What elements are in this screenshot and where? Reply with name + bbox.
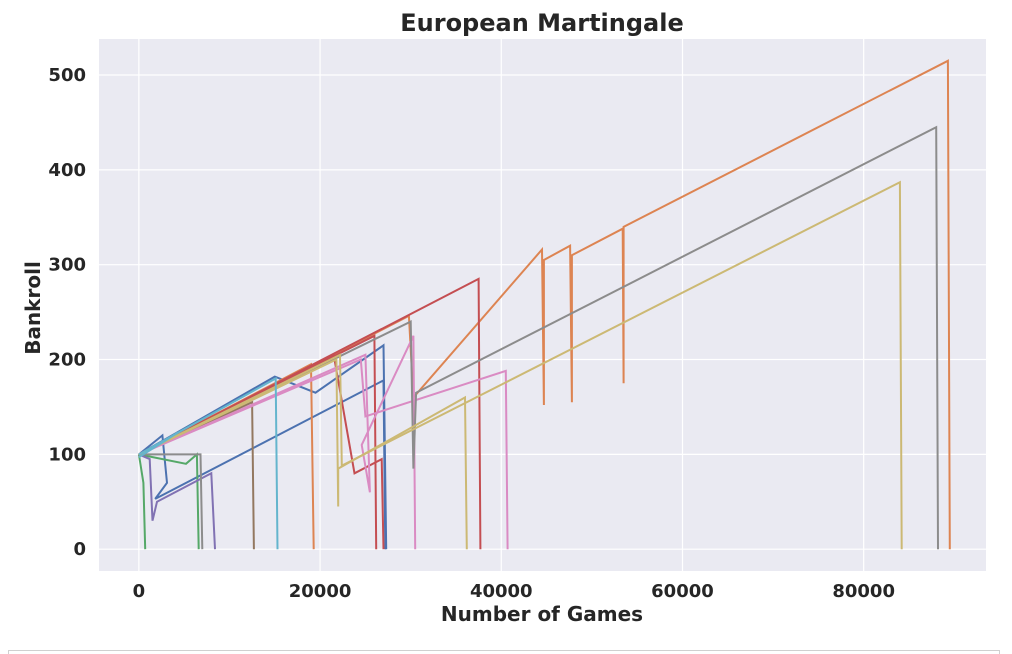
y-tick-label: 200 <box>48 350 86 371</box>
series-line-19 <box>138 431 179 459</box>
y-tick-label: 100 <box>48 444 86 465</box>
bottom-panel-edge <box>8 650 1000 654</box>
series-line-17 <box>138 180 903 550</box>
x-tick-label: 80000 <box>832 581 895 602</box>
series-line-3 <box>138 59 951 550</box>
y-axis-label: Bankroll <box>21 261 45 355</box>
series-line-5 <box>137 454 147 550</box>
series-line-14 <box>138 453 204 550</box>
y-tick-labels: 0 100 200 300 400 500 <box>48 65 86 560</box>
series-line-12 <box>138 335 417 550</box>
series-line-16 <box>138 357 468 550</box>
y-tick-label: 300 <box>48 255 86 276</box>
series-line-2 <box>138 343 388 550</box>
series-line-13 <box>138 358 509 550</box>
x-tick-label: 40000 <box>470 581 533 602</box>
x-axis-label: Number of Games <box>441 602 643 626</box>
series-layer <box>137 59 951 550</box>
series-line-9 <box>138 277 482 550</box>
y-tick-label: 500 <box>48 65 86 86</box>
y-tick-label: 400 <box>48 160 86 181</box>
series-line-6 <box>138 452 200 550</box>
x-tick-label: 20000 <box>289 581 352 602</box>
series-line-18 <box>138 376 279 550</box>
x-tick-label: 0 <box>133 581 146 602</box>
y-tick-label: 0 <box>73 539 86 560</box>
series-line-15 <box>138 125 939 550</box>
x-gridlines <box>138 39 865 571</box>
y-gridlines <box>99 74 986 550</box>
chart-title: European Martingale <box>400 9 683 37</box>
series-line-10 <box>138 453 216 550</box>
x-tick-labels: 0 20000 40000 60000 80000 <box>133 581 895 602</box>
x-tick-label: 60000 <box>651 581 714 602</box>
